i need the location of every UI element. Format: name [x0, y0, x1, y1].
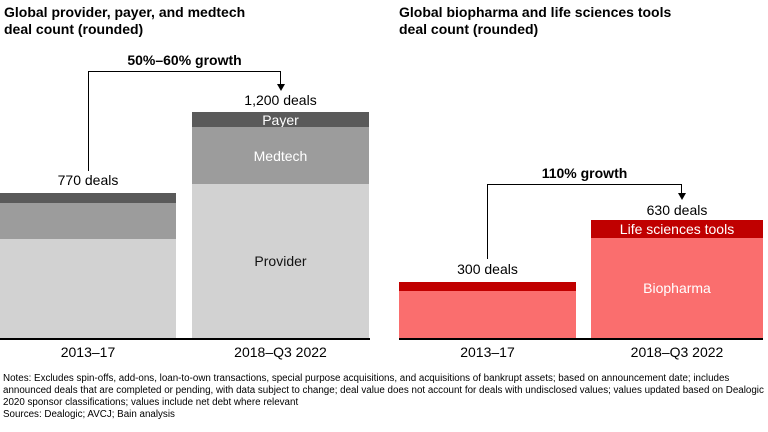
segment-provider-label: Provider [254, 252, 307, 269]
right-growth-annotation: 110% growth [541, 165, 628, 181]
right-bracket-left-line [487, 184, 488, 259]
footnotes: Notes: Excludes spin-offs, add-ons, loan… [3, 373, 765, 421]
left-chart-axis-label-2013-17: 2013–17 [60, 344, 116, 360]
segment-life-sciences-tools: Life sciences tools [591, 219, 763, 239]
left-chart-title-line2: deal count (rounded) [4, 21, 144, 37]
segment-payer [0, 193, 176, 203]
left-bar1-total-label: 770 deals [57, 172, 119, 188]
segment-biopharma [399, 291, 576, 338]
right-arrow-down-icon [678, 193, 686, 200]
right-chart-axis-label-2013-17: 2013–17 [460, 344, 515, 360]
segment-medtech: Medtech [192, 127, 369, 184]
left-chart-title: Global provider, payer, and medtech deal… [4, 4, 245, 38]
segment-payer-label: Payer [262, 112, 299, 128]
sources-text: Sources: Dealogic; AVCJ; Bain analysis [3, 409, 175, 420]
segment-biopharma: Biopharma [591, 238, 763, 338]
left-arrow-down-icon [277, 84, 285, 91]
segment-provider: Provider [192, 183, 369, 338]
left-chart-bar-2018-q3-2022: Payer Medtech Provider [192, 112, 369, 338]
left-bracket-right-line [280, 71, 281, 85]
right-chart-title: Global biopharma and life sciences tools… [399, 4, 671, 38]
left-growth-annotation: 50%–60% growth [127, 52, 242, 68]
notes-text: Notes: Excludes spin-offs, add-ons, loan… [3, 373, 764, 408]
segment-medtech-label: Medtech [253, 147, 308, 164]
left-chart-axis-label-2018-q3-2022: 2018–Q3 2022 [234, 344, 327, 360]
segment-biopharma-label: Biopharma [643, 280, 711, 297]
right-bar1-total-label: 300 deals [457, 261, 518, 277]
left-bar2-total-label: 1,200 deals [244, 92, 317, 108]
right-chart-title-line2: deal count (rounded) [399, 21, 539, 37]
left-chart-x-axis [0, 338, 370, 340]
left-bracket-horizontal-line [88, 71, 281, 72]
segment-medtech [0, 202, 176, 240]
segment-life-sciences-tools [399, 281, 576, 291]
segment-payer: Payer [192, 112, 369, 128]
segment-life-sciences-tools-label: Life sciences tools [619, 220, 735, 237]
right-chart-bar-2018-q3-2022: Life sciences tools Biopharma [591, 219, 763, 338]
left-chart-bar-2013-17 [0, 193, 176, 338]
right-chart-x-axis [399, 338, 763, 340]
left-chart-title-line1: Global provider, payer, and medtech [4, 4, 246, 20]
right-bar2-total-label: 630 deals [646, 202, 708, 218]
right-bracket-horizontal-line [487, 184, 682, 185]
right-chart-bar-2013-17 [399, 281, 576, 338]
right-bracket-right-line [681, 184, 682, 194]
right-chart-title-line1: Global biopharma and life sciences tools [399, 4, 672, 20]
left-bracket-left-line [88, 71, 89, 171]
right-chart-axis-label-2018-q3-2022: 2018–Q3 2022 [630, 344, 724, 360]
segment-provider [0, 239, 176, 338]
